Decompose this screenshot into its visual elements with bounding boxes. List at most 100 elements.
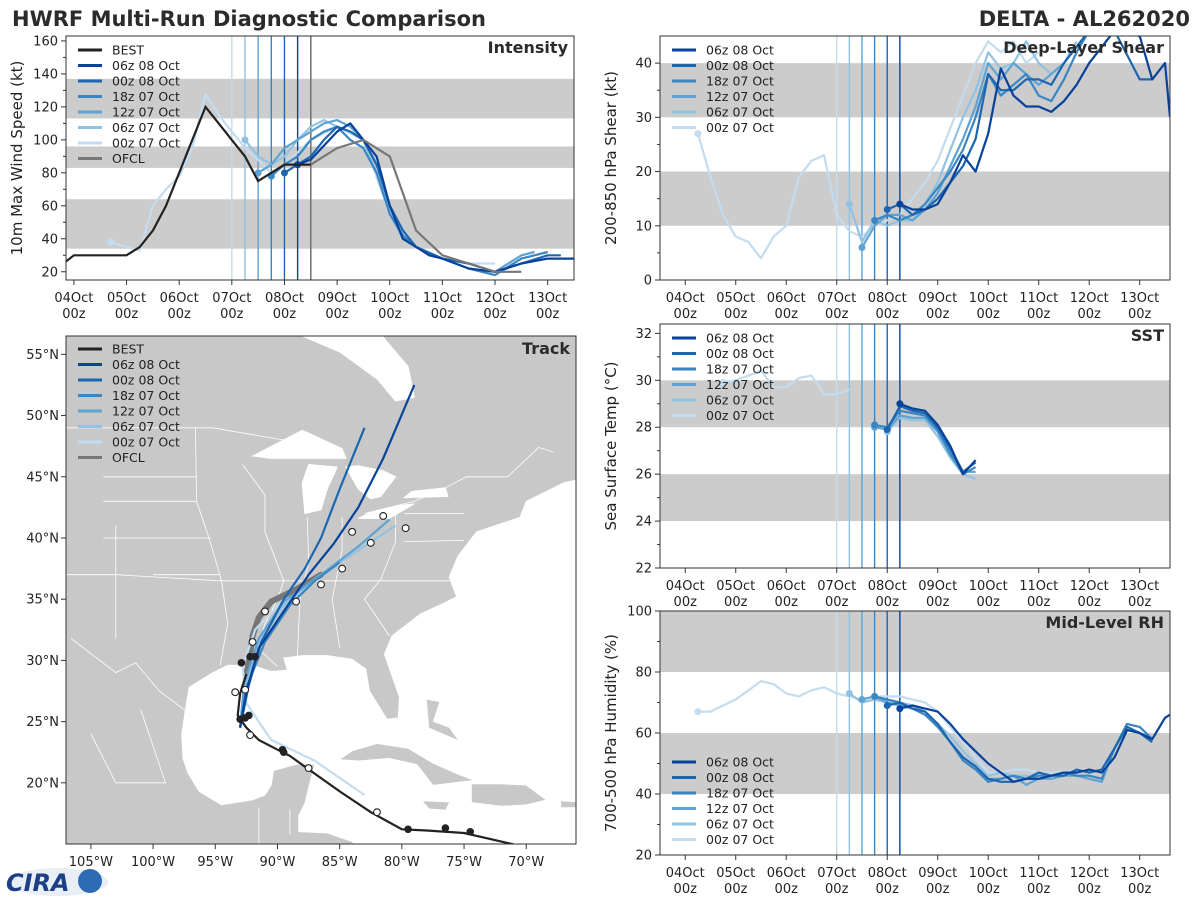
intensity-ytick-label-5: 120 (33, 100, 58, 115)
intensity-xtick-label-6: 10Oct (370, 291, 409, 306)
intensity-xtick-sublabel-2: 00z (167, 307, 191, 322)
rh-xtick-label-5: 09Oct (918, 866, 957, 881)
intensity-ofcl-line (310, 138, 522, 273)
intensity-plot-area (66, 36, 574, 280)
track-xtick-label-4: 85°W (322, 855, 358, 870)
shear-title: Deep-Layer Shear (1003, 38, 1164, 57)
sst-ytick-label-5: 32 (635, 327, 652, 342)
rh-ytick-label-1: 40 (635, 788, 652, 803)
intensity-legend-label-18z-07-oct: 18z 07 Oct (112, 89, 180, 104)
track-ytick-label-4: 40°N (26, 531, 59, 546)
intensity-series-start-00z-08-oct (280, 169, 288, 177)
track-ytick-label-7: 55°N (26, 348, 59, 363)
sst-legend-label-00z-08-oct: 00z 08 Oct (706, 346, 774, 361)
track-best-point-2 (466, 827, 475, 836)
shear-xtick-sublabel-3: 00z (825, 307, 849, 322)
intensity-xtick-label-8: 12Oct (476, 291, 515, 306)
shear-legend-label-06z-07-oct: 06z 07 Oct (706, 105, 774, 120)
track-legend-label-06z-07-oct: 06z 07 Oct (112, 419, 180, 434)
track-forecast-point-7 (292, 597, 301, 606)
shear-xtick-sublabel-8: 00z (1078, 307, 1102, 322)
intensity-legend-label-00z-08-oct: 00z 08 Oct (112, 74, 180, 89)
intensity-band-1 (66, 146, 574, 168)
border-line-8 (404, 540, 465, 542)
rh-xtick-sublabel-0: 00z (674, 882, 698, 897)
intensity-ylabel: 10m Max Wind Speed (kt) (8, 61, 26, 256)
shear-legend-label-12z-07-oct: 12z 07 Oct (706, 89, 774, 104)
shear-legend-label-00z-07-oct: 00z 07 Oct (706, 120, 774, 135)
sst-frame (659, 323, 1171, 569)
intensity-xtick-sublabel-0: 00z (62, 307, 86, 322)
sst-xtick-label-5: 09Oct (918, 579, 957, 594)
sst-legend-label-12z-07-oct: 12z 07 Oct (706, 377, 774, 392)
rh-legend-label-00z-08-oct: 00z 08 Oct (706, 770, 774, 785)
intensity-xtick-sublabel-6: 00z (378, 307, 402, 322)
shear-series-start-00z-08-oct (883, 206, 891, 214)
shear-xtick-label-3: 07Oct (817, 291, 856, 306)
shear-xtick-label-7: 11Oct (1019, 291, 1058, 306)
rh-band-0 (660, 733, 1170, 794)
land-puerto-rico (561, 801, 576, 808)
track-ytick-label-2: 30°N (26, 654, 59, 669)
shear-xtick-label-1: 05Oct (716, 291, 755, 306)
rh-series-start-12z-07-oct (858, 695, 866, 703)
intensity-legend-label-ofcl: OFCL (112, 151, 145, 166)
sst-band-0 (660, 474, 1170, 522)
sst-ytick-label-1: 24 (635, 515, 652, 530)
rh-legend-label-12z-07-oct: 12z 07 Oct (706, 801, 774, 816)
rh-legend-label-00z-07-oct: 00z 07 Oct (706, 832, 774, 847)
rh-xtick-label-0: 04Oct (666, 866, 705, 881)
intensity-frame (65, 35, 575, 281)
rh-xtick-sublabel-3: 00z (825, 882, 849, 897)
sst-ytick-label-0: 22 (635, 562, 652, 577)
track-forecast-point-13 (401, 524, 410, 533)
rh-series-start-06z-07-oct (845, 689, 853, 697)
rh-xtick-label-9: 13Oct (1120, 866, 1159, 881)
track-forecast-point-1 (304, 764, 313, 773)
intensity-band-2 (66, 78, 574, 119)
intensity-ytick-label-4: 100 (33, 133, 58, 148)
intensity-legend-label-06z-07-oct: 06z 07 Oct (112, 120, 180, 135)
shear-ylabel: 200-850 hPa Shear (kt) (602, 71, 620, 245)
track-ytick-label-3: 35°N (26, 593, 59, 608)
shear-xtick-sublabel-4: 00z (876, 307, 900, 322)
border-line-2 (70, 638, 186, 711)
rh-ytick-label-3: 80 (635, 666, 652, 681)
sst-series-start-18z-07-oct (871, 421, 879, 429)
intensity-xtick-label-7: 11Oct (423, 291, 462, 306)
rh-ytick-label-4: 100 (627, 605, 652, 620)
rh-title: Mid-Level RH (1045, 613, 1164, 632)
shear-xtick-sublabel-2: 00z (775, 307, 799, 322)
sst-ytick-label-2: 26 (635, 468, 652, 483)
sst-xtick-label-7: 11Oct (1019, 579, 1058, 594)
rh-legend-label-18z-07-oct: 18z 07 Oct (706, 786, 774, 801)
shear-series-06z-08-oct (899, 36, 1170, 211)
intensity-panel: 2040608010012014016004Oct00z05Oct00z06Oc… (8, 34, 575, 322)
track-xtick-label-0: 105°W (69, 855, 113, 870)
track-forecast-point-10 (366, 538, 375, 547)
sst-series-start-00z-08-oct (883, 426, 891, 434)
intensity-band-0 (66, 199, 574, 249)
sst-xtick-sublabel-8: 00z (1078, 595, 1102, 610)
sst-plot-area (660, 324, 1170, 568)
track-ytick-label-5: 45°N (26, 470, 59, 485)
track-forecast-point-0 (373, 808, 381, 817)
shear-plot-area (660, 36, 1170, 280)
shear-xtick-sublabel-7: 00z (1027, 307, 1051, 322)
land-hispaniola (471, 783, 547, 807)
track-ytick-label-1: 25°N (26, 715, 59, 730)
intensity-series-start-06z-07-oct (241, 136, 249, 144)
rh-xtick-label-1: 05Oct (716, 866, 755, 881)
track-forecast-point-2 (246, 731, 255, 740)
cira-logo-text: CIRA (6, 869, 70, 897)
track-legend-label-00z-08-oct: 00z 08 Oct (112, 373, 180, 388)
sst-xtick-label-1: 05Oct (716, 579, 755, 594)
track-legend-label-12z-07-oct: 12z 07 Oct (112, 404, 180, 419)
shear-series-start-18z-07-oct (871, 216, 879, 224)
sst-xtick-label-6: 10Oct (969, 579, 1008, 594)
rh-xtick-label-7: 11Oct (1019, 866, 1058, 881)
storm-id: DELTA - AL262020 (979, 7, 1190, 31)
rh-xtick-sublabel-2: 00z (775, 882, 799, 897)
intensity-xtick-label-2: 06Oct (160, 291, 199, 306)
shear-series-06z-07-oct (848, 40, 1078, 244)
